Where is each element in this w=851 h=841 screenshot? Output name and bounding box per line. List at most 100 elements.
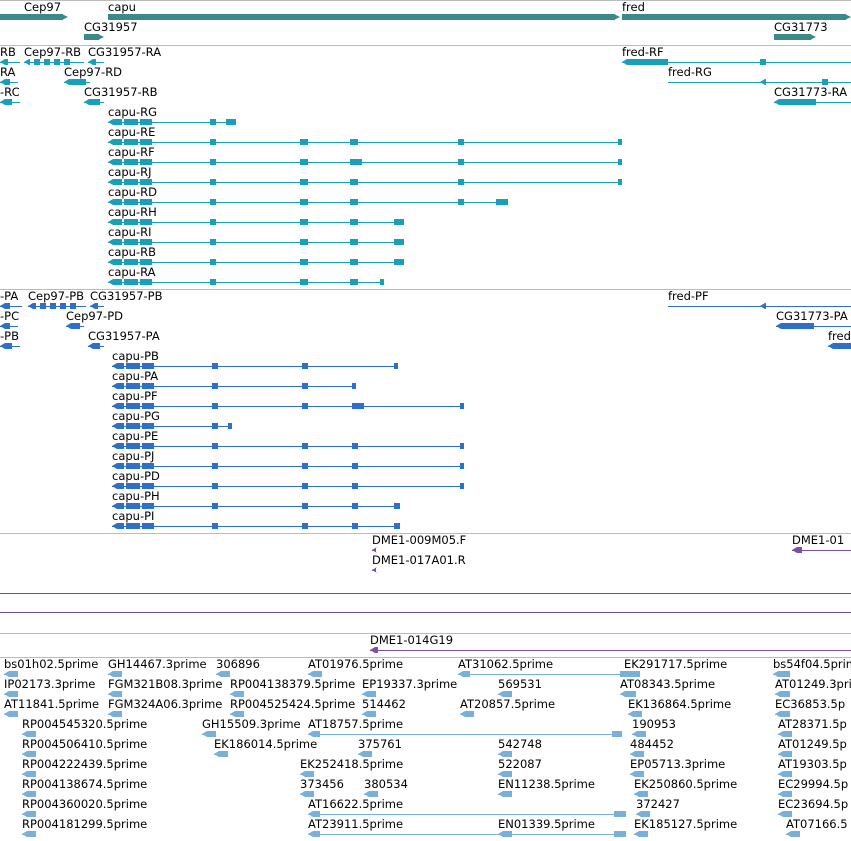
feature-ek185127-5prime[interactable]: EK185127.5prime [634, 817, 737, 837]
feature-at01249-5p[interactable]: AT01249.5p [778, 737, 847, 757]
feature-capu-pa[interactable]: capu-PA [112, 369, 356, 389]
feature-rp004138674-5prime[interactable]: RP004138674.5prime [22, 777, 147, 797]
feature-306896[interactable]: 306896 [216, 657, 260, 677]
feature-capu-rb[interactable]: capu-RB [108, 245, 404, 265]
feature--pc[interactable]: -PC [0, 309, 19, 329]
feature-at01976-5prime[interactable]: AT01976.5prime [308, 657, 403, 677]
feature-at31062-5prime[interactable]: AT31062.5prime [458, 657, 630, 677]
feature-gh14467-3prime[interactable]: GH14467.3prime [108, 657, 207, 677]
feature--pa[interactable]: -PA [0, 289, 22, 309]
feature-dme1-009m05-f[interactable]: DME1-009M05.F [372, 533, 466, 553]
feature-at19303-5p[interactable]: AT19303.5p [778, 757, 847, 777]
feature-ra[interactable]: RA [0, 65, 18, 85]
feature-capu-rg[interactable]: capu-RG [108, 105, 236, 125]
feature-522087[interactable]: 522087 [498, 757, 542, 777]
feature-capu-ph[interactable]: capu-PH [112, 489, 400, 509]
feature-fred[interactable]: fred [622, 0, 851, 20]
feature-at11841-5prime[interactable]: AT11841.5prime [4, 697, 99, 717]
feature-cep97[interactable]: Cep97 [0, 0, 68, 20]
feature-cep97-pb[interactable]: Cep97-PB [28, 289, 86, 309]
feature-at28371-5p[interactable]: AT28371.5p [778, 717, 847, 737]
feature-542748[interactable]: 542748 [498, 737, 542, 757]
feature-at18757-5prime[interactable]: AT18757.5prime [308, 717, 622, 737]
feature-ek252418-5prime[interactable]: EK252418.5prime [300, 757, 403, 777]
feature-cg31957-rb[interactable]: CG31957-RB [84, 85, 158, 105]
feature-rb[interactable]: RB [0, 45, 20, 65]
feature-fgm321b08-3prime[interactable]: FGM321B08.3prime [108, 677, 222, 697]
feature-at23911-5prime[interactable]: AT23911.5prime [308, 817, 626, 837]
feature-bs01h02-5prime[interactable]: bs01h02.5prime [4, 657, 98, 677]
feature-capu-pi[interactable]: capu-PI [112, 509, 400, 529]
feature-ek136864-5prime[interactable]: EK136864.5prime [628, 697, 731, 717]
feature--rc[interactable]: -RC [0, 85, 20, 105]
feature-bs54f04-5prime[interactable]: bs54f04.5prime [773, 657, 851, 677]
feature-capu-rj[interactable]: capu-RJ [108, 165, 622, 185]
feature-capu-pd[interactable]: capu-PD [112, 469, 464, 489]
feature-dme1-01[interactable]: DME1-01 [792, 533, 851, 553]
feature-ek291717-5prime[interactable]: EK291717.5prime [624, 657, 727, 677]
feature-capu-ra[interactable]: capu-RA [108, 265, 384, 285]
feature-rp004545320-5prime[interactable]: RP004545320.5prime [22, 717, 147, 737]
feature-rp004360020-5prime[interactable]: RP004360020.5prime [22, 797, 147, 817]
feature-ek186014-5prime[interactable]: EK186014.5prime [214, 737, 317, 757]
feature-capu-rd[interactable]: capu-RD [108, 185, 508, 205]
feature-at07166-5[interactable]: AT07166.5 [786, 817, 848, 837]
feature-380534[interactable]: 380534 [364, 777, 408, 797]
feature-rp004222439-5prime[interactable]: RP004222439.5prime [22, 757, 147, 777]
feature-569531[interactable]: 569531 [498, 677, 542, 697]
feature-dme1-017a01-r[interactable]: DME1-017A01.R [372, 553, 466, 573]
feature-cep97-rd[interactable]: Cep97-RD [64, 65, 122, 85]
feature-fred[interactable]: fred [828, 329, 851, 349]
feature-fred-rg[interactable]: fred-RG [668, 65, 851, 85]
feature-375761[interactable]: 375761 [358, 737, 402, 757]
feature-capu-ri[interactable]: capu-RI [108, 225, 404, 245]
feature-capu-pb[interactable]: capu-PB [112, 349, 398, 369]
feature-capu-pj[interactable]: capu-PJ [112, 449, 464, 469]
feature-capu-pf[interactable]: capu-PF [112, 389, 464, 409]
feature-ec36853-5p[interactable]: EC36853.5p [775, 697, 845, 717]
feature-rp004138379-5prime[interactable]: RP004138379.5prime [230, 677, 355, 697]
feature-cep97-pd[interactable]: Cep97-PD [66, 309, 123, 329]
feature-rp004181299-5prime[interactable]: RP004181299.5prime [22, 817, 147, 837]
feature-372427[interactable]: 372427 [636, 797, 680, 817]
feature-ip02173-3prime[interactable]: IP02173.3prime [4, 677, 95, 697]
feature-cep97-rb[interactable]: Cep97-RB [24, 45, 84, 65]
feature-at01249-3prime[interactable]: AT01249.3prime [775, 677, 851, 697]
feature--pb[interactable]: -PB [0, 329, 20, 349]
feature-cg31773-ra[interactable]: CG31773-RA [774, 85, 851, 105]
feature-190953[interactable]: 190953 [632, 717, 676, 737]
feature-en01339-5prime[interactable]: EN01339.5prime [498, 817, 595, 837]
feature-cg31773[interactable]: CG31773 [774, 20, 828, 40]
feature-fred-pf[interactable]: fred-PF [668, 289, 851, 309]
feature-gh15509-3prime[interactable]: GH15509.3prime [202, 717, 301, 737]
feature-capu-re[interactable]: capu-RE [108, 125, 622, 145]
feature-ep19337-3prime[interactable]: EP19337.3prime [362, 677, 457, 697]
feature-373456[interactable]: 373456 [300, 777, 344, 797]
feature-ec29994-5p[interactable]: EC29994.5p [778, 777, 848, 797]
feature-capu-rh[interactable]: capu-RH [108, 205, 404, 225]
feature-cg31773-pa[interactable]: CG31773-PA [776, 309, 851, 329]
feature-capu[interactable]: capu [108, 0, 620, 20]
feature-514462[interactable]: 514462 [362, 697, 406, 717]
feature-capu-pe[interactable]: capu-PE [112, 429, 464, 449]
feature-cg31957-ra[interactable]: CG31957-RA [88, 45, 161, 65]
feature-capu-pg[interactable]: capu-PG [112, 409, 232, 429]
feature-484452[interactable]: 484452 [630, 737, 674, 757]
feature-cg31957-pa[interactable]: CG31957-PA [88, 329, 160, 349]
feature-fred-rf[interactable]: fred-RF [622, 45, 851, 65]
feature-ec23694-5p[interactable]: EC23694.5p [778, 797, 848, 817]
feature-rp004506410-5prime[interactable]: RP004506410.5prime [22, 737, 147, 757]
feature-dme1-014g19[interactable]: DME1-014G19 [370, 633, 851, 653]
feature-rp004525424-5prime[interactable]: RP004525424.5prime [230, 697, 355, 717]
feature-fgm324a06-3prime[interactable]: FGM324A06.3prime [108, 697, 222, 717]
feature-cg31957-pb[interactable]: CG31957-PB [90, 289, 163, 309]
feature-cg31957[interactable]: CG31957 [84, 20, 138, 40]
feature-at16622-5prime[interactable]: AT16622.5prime [308, 797, 626, 817]
feature-capu-rf[interactable]: capu-RF [108, 145, 622, 165]
feature-ek250860-5prime[interactable]: EK250860.5prime [634, 777, 737, 797]
feature-ep05713-3prime[interactable]: EP05713.3prime [630, 757, 725, 777]
feature-at20857-5prime[interactable]: AT20857.5prime [460, 697, 555, 717]
feature-at08343-5prime[interactable]: AT08343.5prime [620, 677, 715, 697]
